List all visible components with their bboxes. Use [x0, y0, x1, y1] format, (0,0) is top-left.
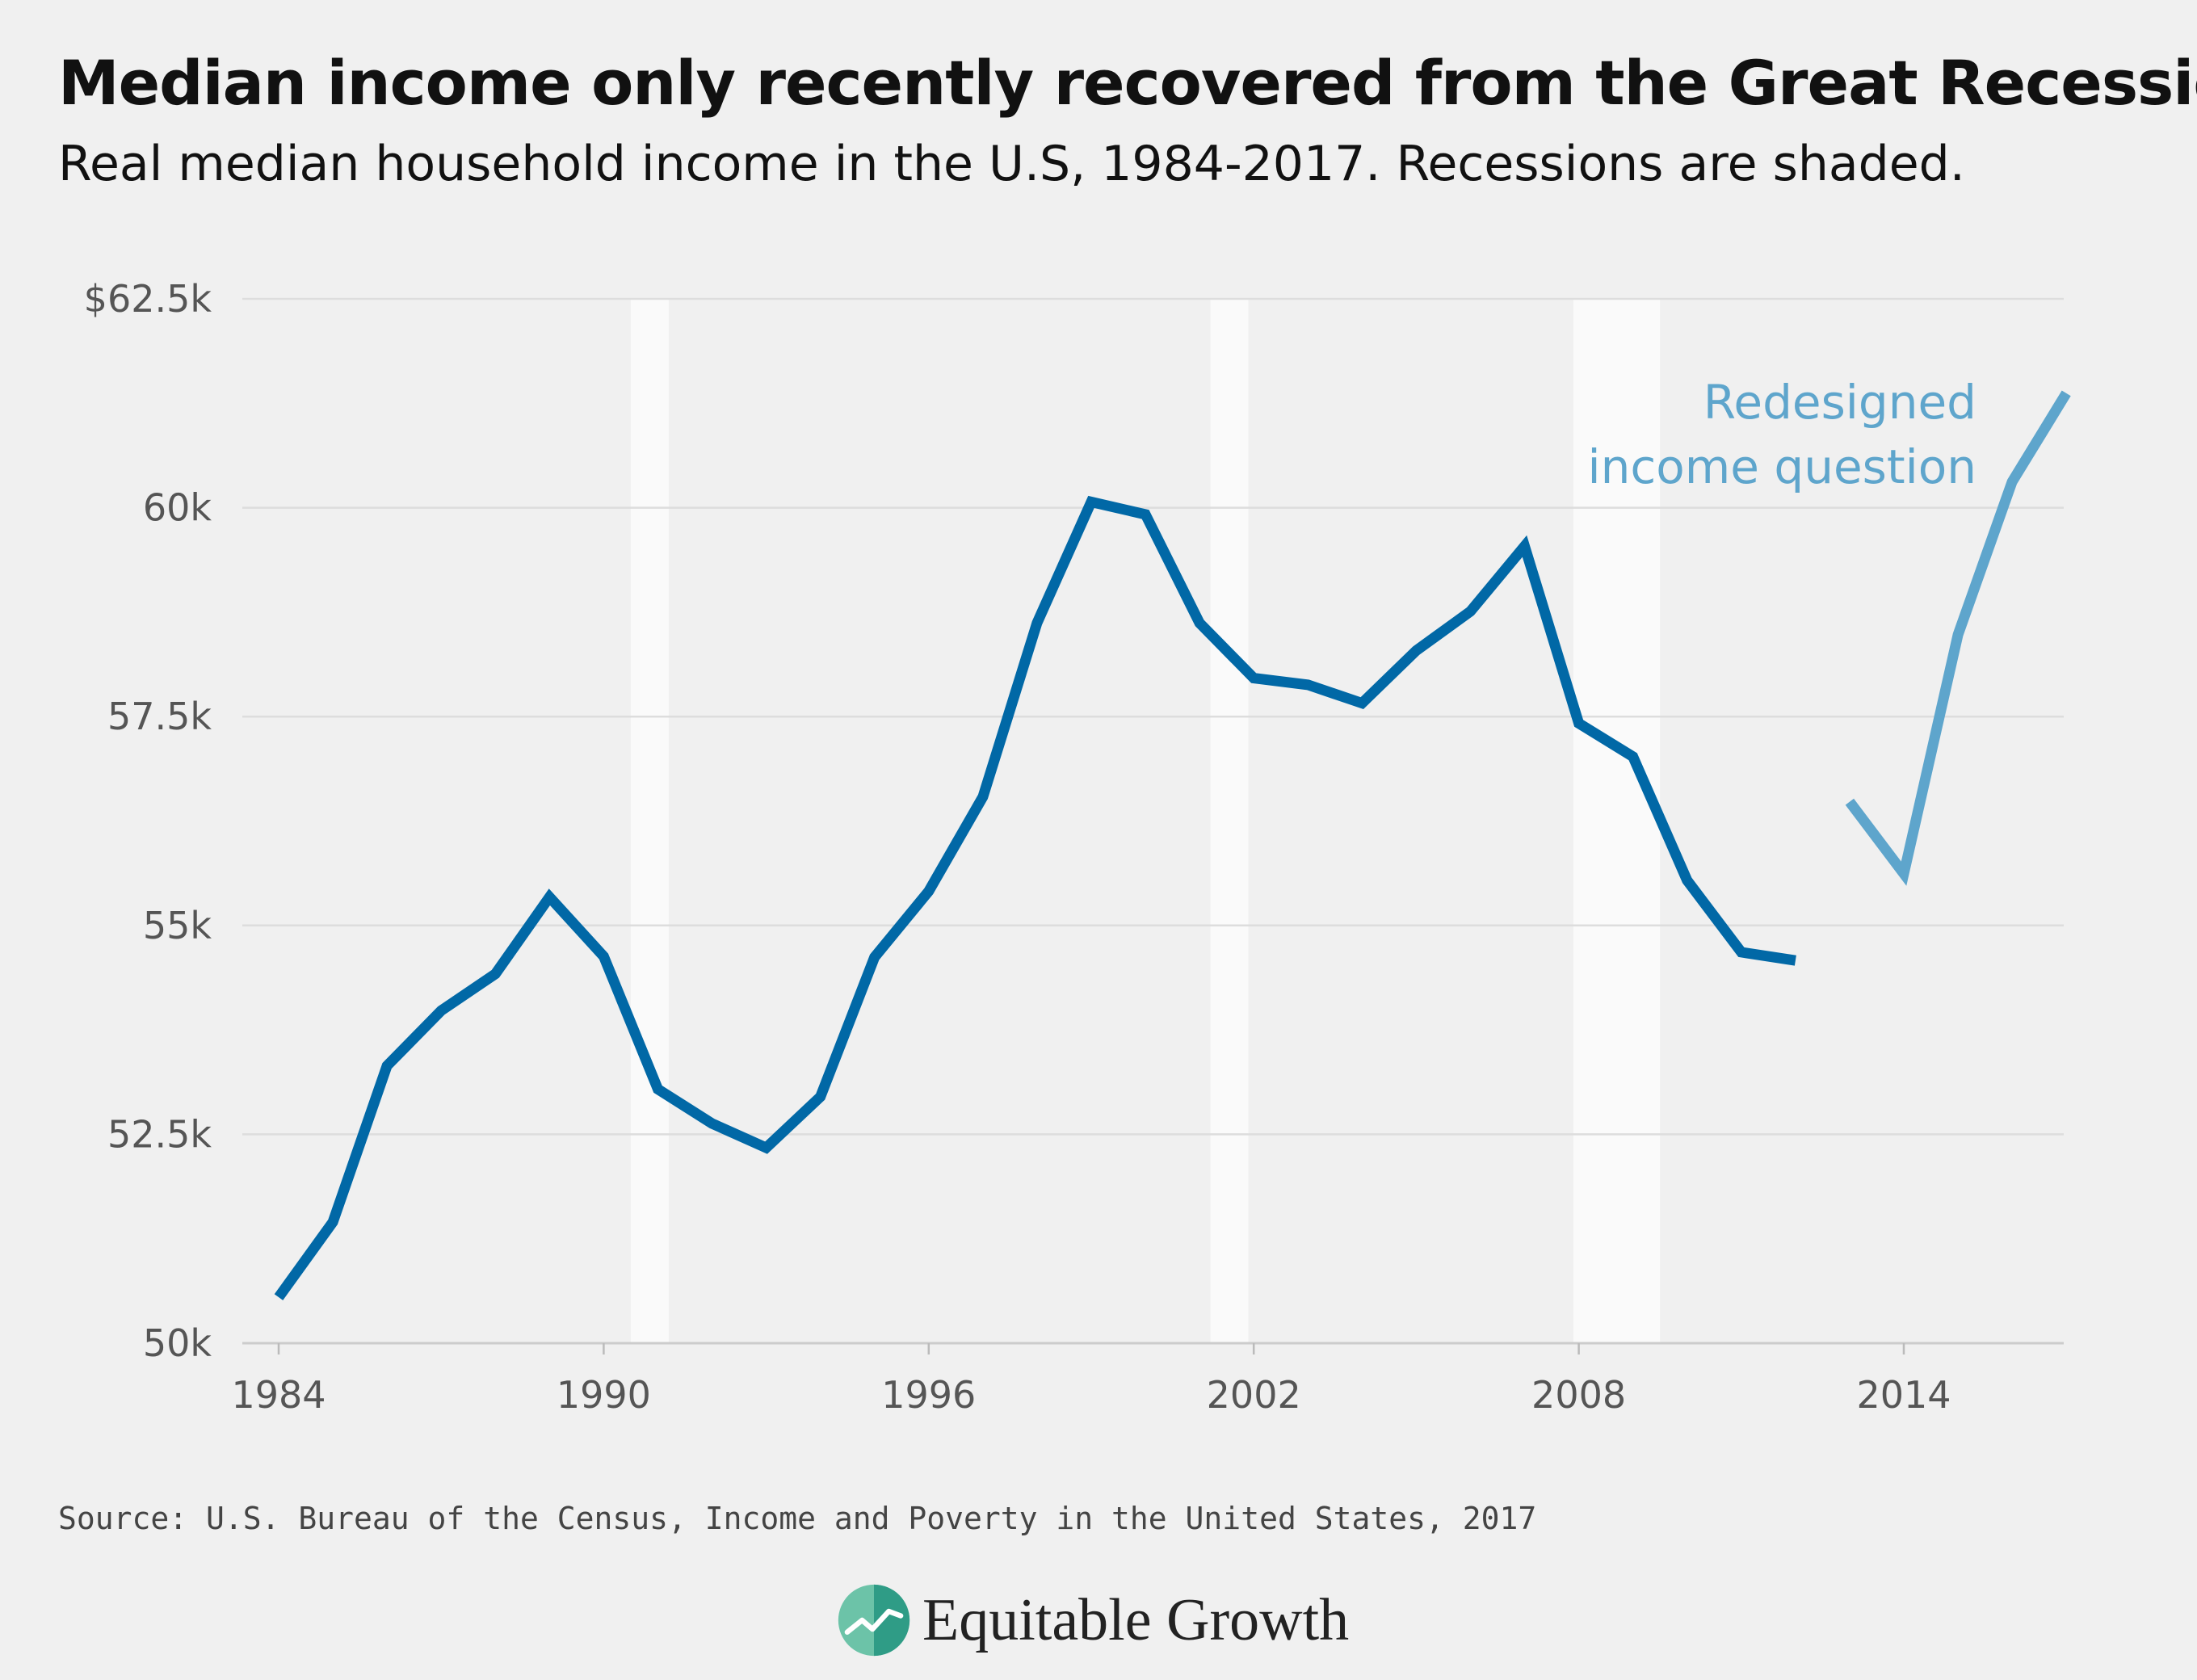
source-note: Source: U.S. Bureau of the Census, Incom… [58, 1501, 1537, 1536]
y-tick-label: $62.5k [84, 277, 212, 321]
chart-title: Median income only recently recovered fr… [58, 47, 2197, 119]
x-tick-label: 1990 [557, 1373, 651, 1417]
series-lines [274, 390, 2071, 1300]
y-tick-label: 60k [143, 486, 212, 530]
annotation-redesigned-income-question: Redesigned income question [1588, 375, 1976, 494]
recession-bands [630, 299, 1661, 1343]
x-tick-label: 2002 [1207, 1373, 1301, 1417]
annotation-line: Redesigned [1703, 375, 1976, 430]
series-line-1 [274, 495, 1796, 1300]
x-tick-label: 2014 [1856, 1373, 1951, 1417]
y-tick-label: 50k [143, 1321, 212, 1365]
chart-subtitle: Real median household income in the U.S,… [58, 136, 1965, 192]
x-axis: 1984 1990 1996 2002 2008 2014 [231, 1343, 1951, 1417]
annotations: Redesigned income question [1588, 375, 1976, 494]
recession-band-1 [630, 299, 669, 1343]
gridlines [242, 297, 2064, 1345]
brand-logo: Equitable Growth [837, 1583, 1349, 1657]
line-chart: 50k 52.5k 55k 57.5k 60k $62.5k 1984 1990 1996 20… [84, 277, 2071, 1417]
recession-band-2 [1210, 299, 1249, 1343]
y-tick-label: 52.5k [107, 1112, 212, 1156]
y-tick-label: 57.5k [107, 695, 212, 738]
annotation-line: income question [1588, 439, 1976, 494]
series-line-2 [1845, 390, 2071, 886]
recession-band-3 [1573, 299, 1661, 1343]
x-tick-label: 1984 [231, 1373, 326, 1417]
y-axis: 50k 52.5k 55k 57.5k 60k $62.5k [84, 277, 212, 1365]
x-tick-label: 2008 [1531, 1373, 1626, 1417]
equitable-growth-logo-icon [838, 1584, 910, 1657]
brand-name: Equitable Growth [922, 1586, 1350, 1653]
x-tick-label: 1996 [881, 1373, 976, 1417]
y-tick-label: 55k [143, 904, 212, 947]
